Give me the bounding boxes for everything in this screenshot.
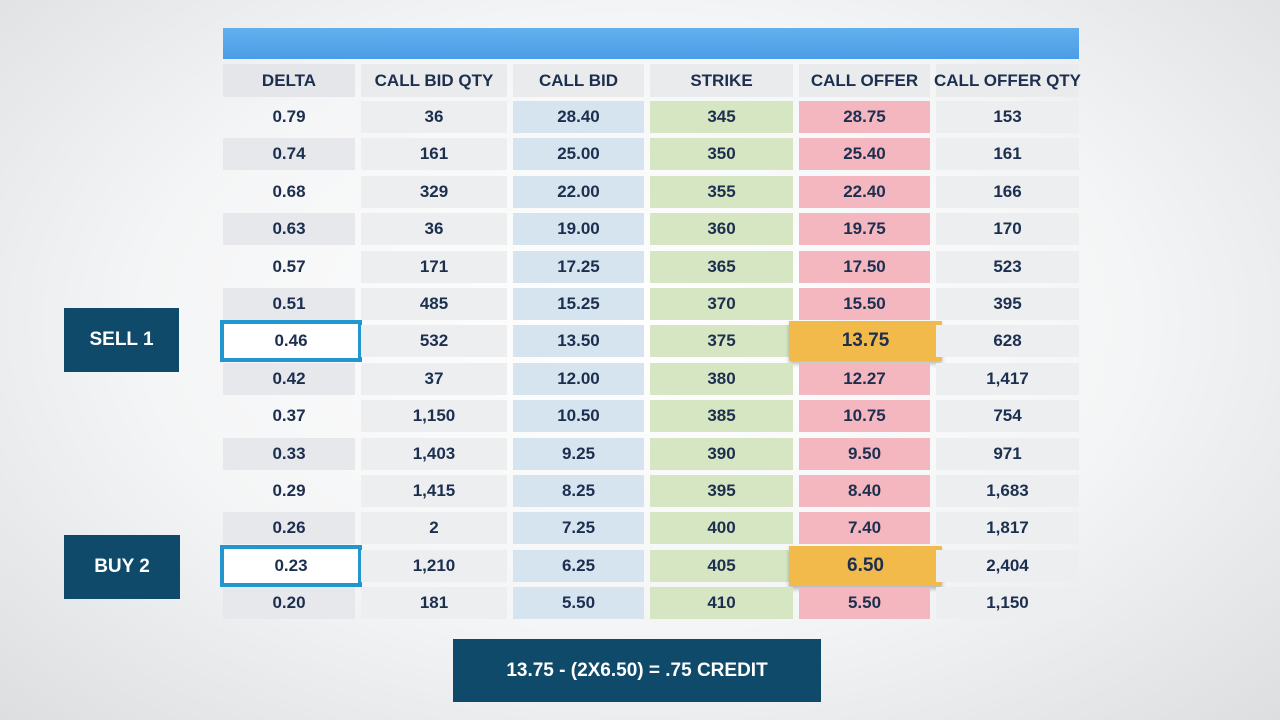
cell-call-bid-qty: 2 [361,512,507,545]
cell-delta: 0.33 [223,437,355,470]
cell-delta: 0.42 [223,362,355,395]
cell-strike: 395 [650,475,793,507]
column-header-strike: STRIKE [650,64,793,97]
cell-call-offer: 17.50 [799,250,930,283]
cell-call-bid-qty: 1,403 [361,437,507,470]
cell-call-offer: 25.40 [799,138,930,171]
cell-call-offer-qty: 1,417 [936,362,1079,395]
cell-strike: 350 [650,138,793,171]
cell-strike: 375 [650,325,793,358]
cell-call-offer: 12.27 [799,362,930,395]
cell-call-bid: 25.00 [513,138,644,171]
cell-call-offer-qty: 1,817 [936,512,1079,545]
cell-strike: 345 [650,101,793,133]
table-header-bar [223,28,1079,59]
cell-call-offer-qty: 1,150 [936,587,1079,620]
highlighted-delta-cell: 0.46 [220,320,362,363]
cell-call-bid: 5.50 [513,587,644,620]
cell-call-bid: 9.25 [513,437,644,470]
cell-call-offer: 22.40 [799,175,930,208]
cell-strike: 370 [650,288,793,320]
cell-call-bid-qty: 329 [361,175,507,208]
cell-call-offer: 5.50 [799,587,930,620]
cell-call-bid: 13.50 [513,325,644,358]
cell-strike: 360 [650,213,793,246]
cell-call-offer: 28.75 [799,101,930,133]
highlighted-call-offer-cell: 6.50 [789,545,942,586]
cell-call-offer-qty: 166 [936,175,1079,208]
cell-call-offer: 7.40 [799,512,930,545]
cell-call-offer-qty: 628 [936,325,1079,358]
cell-call-bid: 8.25 [513,475,644,507]
cell-call-bid: 15.25 [513,288,644,320]
column-header-call-offer: CALL OFFER [799,64,930,97]
cell-call-offer-qty: 395 [936,288,1079,320]
cell-call-bid-qty: 171 [361,250,507,283]
cell-call-bid: 12.00 [513,362,644,395]
cell-call-offer-qty: 2,404 [936,549,1079,582]
cell-strike: 410 [650,587,793,620]
cell-call-bid-qty: 1,415 [361,475,507,507]
cell-call-offer-qty: 170 [936,213,1079,246]
cell-call-bid: 22.00 [513,175,644,208]
cell-call-offer: 8.40 [799,475,930,507]
cell-call-offer: 19.75 [799,213,930,246]
cell-call-offer-qty: 1,683 [936,475,1079,507]
cell-call-offer: 15.50 [799,288,930,320]
cell-call-bid: 10.50 [513,400,644,433]
cell-call-offer-qty: 153 [936,101,1079,133]
cell-strike: 365 [650,250,793,283]
cell-delta: 0.79 [272,107,306,126]
cell-call-bid-qty: 485 [361,288,507,320]
cell-delta: 0.26 [223,512,355,545]
cell-strike: 400 [650,512,793,545]
cell-delta: 0.74 [223,138,355,171]
cell-delta: 0.20 [223,587,355,620]
cell-strike: 385 [650,400,793,433]
column-header-call-offer-qty: CALL OFFER QTY [934,64,1081,97]
buy-label: BUY 2 [64,535,180,599]
cell-call-bid-qty: 161 [361,138,507,171]
sell-label: SELL 1 [64,308,179,372]
cell-call-offer: 10.75 [799,400,930,433]
cell-call-bid-qty: 532 [361,325,507,358]
cell-call-bid-qty: 36 [361,213,507,246]
cell-delta: 0.51 [223,288,355,320]
cell-call-offer-qty: 971 [936,437,1079,470]
column-header-delta: DELTA [223,64,355,97]
cell-call-bid: 19.00 [513,213,644,246]
cell-strike: 355 [650,175,793,208]
cell-strike: 390 [650,437,793,470]
cell-delta: 0.57 [272,256,306,276]
cell-call-bid-qty: 1,150 [361,400,507,433]
highlighted-delta-cell: 0.23 [220,544,362,587]
cell-call-bid-qty: 36 [361,101,507,133]
cell-call-bid: 7.25 [513,512,644,545]
highlighted-call-offer-cell: 13.75 [789,321,942,362]
cell-delta: 0.29 [272,481,306,500]
cell-strike: 405 [650,549,793,582]
cell-call-offer-qty: 754 [936,400,1079,433]
cell-call-bid-qty: 1,210 [361,549,507,582]
cell-call-bid: 6.25 [513,549,644,582]
column-header-call-bid-qty: CALL BID QTY [361,64,507,97]
cell-delta: 0.63 [223,213,355,246]
cell-delta: 0.68 [272,181,306,201]
cell-call-offer-qty: 523 [936,250,1079,283]
column-header-call-bid: CALL BID [513,64,644,97]
cell-call-bid: 17.25 [513,250,644,283]
cell-call-bid-qty: 181 [361,587,507,620]
cell-call-offer: 9.50 [799,437,930,470]
cell-call-offer-qty: 161 [936,138,1079,171]
spread-formula: 13.75 - (2X6.50) = .75 CREDIT [453,639,821,702]
cell-call-bid-qty: 37 [361,362,507,395]
cell-call-bid: 28.40 [513,101,644,133]
cell-strike: 380 [650,362,793,395]
cell-delta: 0.37 [272,406,306,426]
